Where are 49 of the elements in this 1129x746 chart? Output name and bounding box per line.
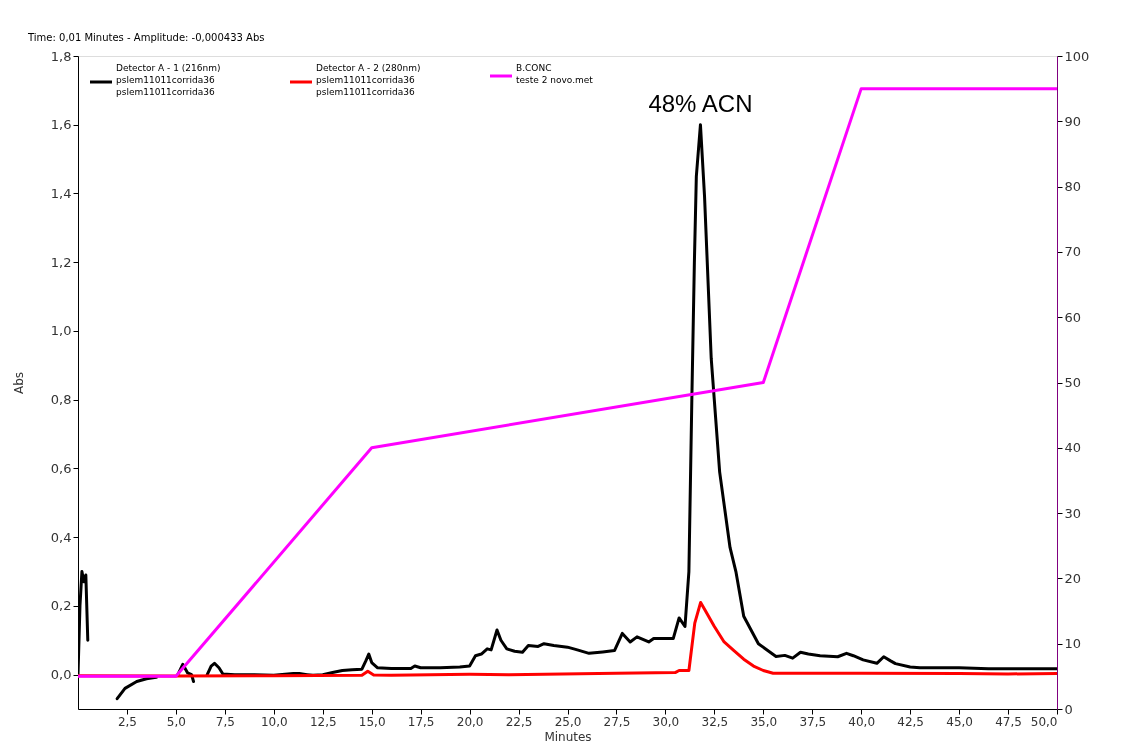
x-tick-label: 47,5 xyxy=(995,714,1022,729)
x-tick-label: 27,5 xyxy=(603,714,631,729)
y-tick-label: 0,2 xyxy=(50,598,72,614)
x-tick-label: 45,0 xyxy=(946,714,973,729)
y2-tick-label: 90 xyxy=(1064,113,1082,129)
x-tick-label: 22,5 xyxy=(505,714,533,729)
legend-label: Detector A - 2 (280nm) pslem11011corrida36 pslem11011corrida36 xyxy=(316,63,421,97)
x-tick-label: 25,0 xyxy=(554,714,582,729)
text: Time: 0,01 Minutes - Amplitude: -0,000433 Abs xyxy=(27,32,265,43)
y2-tick-label: 80 xyxy=(1064,179,1082,195)
y-tick-label: 1,6 xyxy=(50,117,72,133)
y-tick-label: 0,4 xyxy=(50,529,72,545)
y-tick-label: 1,8 xyxy=(50,48,72,64)
y2-tick-label: 20 xyxy=(1064,570,1082,586)
x-tick-label: 37,5 xyxy=(799,714,827,729)
x-tick-label: 35,0 xyxy=(750,714,778,729)
line-series xyxy=(78,600,1057,678)
x-tick-label: 17,5 xyxy=(407,714,435,729)
y-tick-label: 1,4 xyxy=(50,185,72,201)
x-tick-label: 2,5 xyxy=(117,714,137,729)
y2-tick-label: 40 xyxy=(1064,440,1082,456)
y2-tick-label: 30 xyxy=(1064,505,1082,521)
x-tick-label: 7,5 xyxy=(215,714,235,729)
legend-label: Detector A - 1 (216nm) pslem11011corrida36 pslem11011corrida36 xyxy=(116,63,221,97)
y-tick-label: 0,0 xyxy=(50,667,72,683)
y2-tick-label: 10 xyxy=(1064,636,1082,652)
x-tick-label: 30,0 xyxy=(652,714,680,729)
y2-tick-label: 50 xyxy=(1064,375,1082,390)
x-axis-title: Minutes xyxy=(544,729,592,744)
y2-tick-label: 0 xyxy=(1064,701,1073,717)
y2-tick-label: 100 xyxy=(1064,48,1090,64)
y-tick-label: 0,6 xyxy=(50,460,72,476)
x-tick-label: 12,5 xyxy=(309,714,337,729)
y-tick-label: 1,2 xyxy=(50,254,72,270)
annotation: 48% ACN xyxy=(648,89,753,117)
x-tick-label: 40,0 xyxy=(848,714,876,729)
y2-tick-label: 70 xyxy=(1064,244,1082,260)
y-tick-label: 1,0 xyxy=(50,323,72,339)
x-tick-label: 32,5 xyxy=(701,714,729,729)
x-tick-label: 50,0 xyxy=(1030,714,1058,729)
x-tick-label: 5,0 xyxy=(166,714,186,729)
x-tick-label: 10,0 xyxy=(260,714,288,729)
y2-tick-label: 60 xyxy=(1064,309,1082,325)
y-tick-label: 0,8 xyxy=(50,392,72,408)
legend-label: B.CONC teste 2 novo.met xyxy=(516,63,594,85)
y-axis-title: Abs xyxy=(11,371,26,395)
x-tick-label: 42,5 xyxy=(897,714,925,729)
x-tick-label: 15,0 xyxy=(358,714,386,729)
x-tick-label: 20,0 xyxy=(456,714,484,729)
